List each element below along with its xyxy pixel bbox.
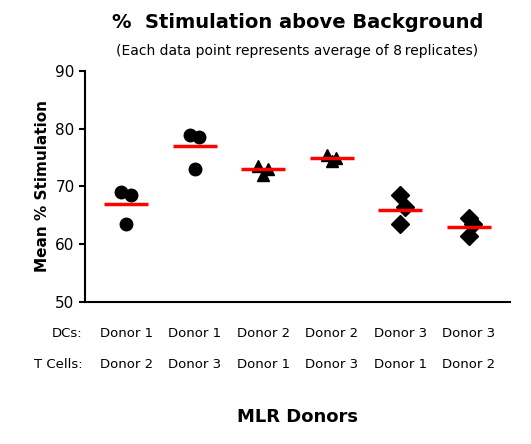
Text: DCs:: DCs: [52,326,82,340]
Text: Donor 2: Donor 2 [442,357,495,371]
Text: Donor 3: Donor 3 [168,357,221,371]
Text: Donor 3: Donor 3 [305,357,358,371]
Text: T Cells:: T Cells: [33,357,82,371]
Text: MLR Donors: MLR Donors [237,408,358,426]
Text: Donor 3: Donor 3 [442,326,495,340]
Text: Donor 1: Donor 1 [99,326,152,340]
Text: Donor 2: Donor 2 [236,326,290,340]
Y-axis label: Mean % Stimulation: Mean % Stimulation [35,100,49,273]
Text: Donor 1: Donor 1 [374,357,427,371]
Text: Donor 2: Donor 2 [305,326,358,340]
Text: (Each data point represents average of 8 replicates): (Each data point represents average of 8… [116,44,478,59]
Text: Donor 2: Donor 2 [99,357,152,371]
Text: Donor 1: Donor 1 [236,357,290,371]
Text: Donor 1: Donor 1 [168,326,221,340]
Text: %  Stimulation above Background: % Stimulation above Background [112,13,483,32]
Text: Donor 3: Donor 3 [374,326,427,340]
